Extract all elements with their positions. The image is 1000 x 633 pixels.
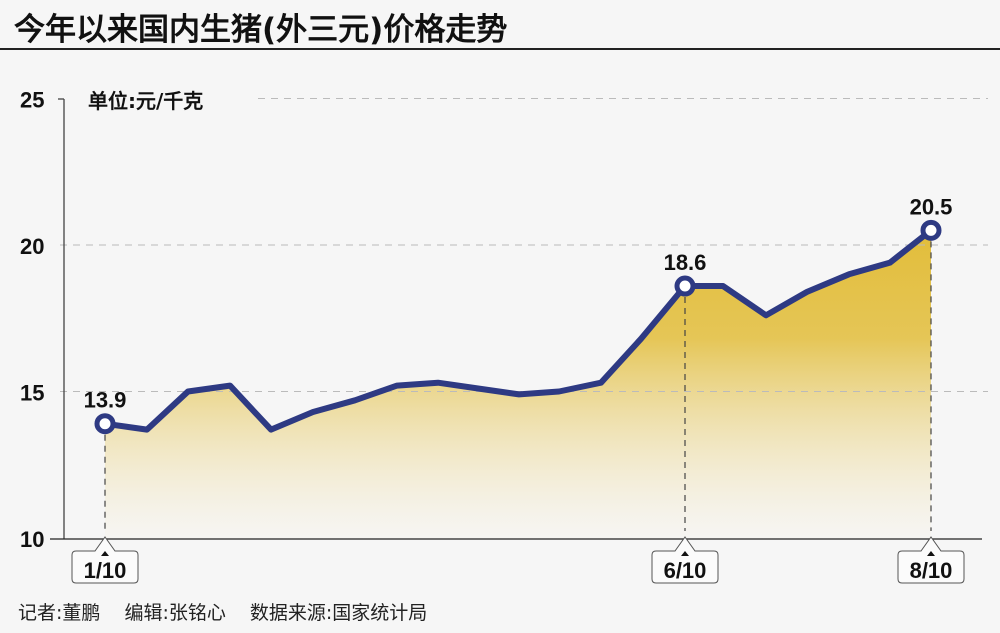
data-value-label: 18.6 (664, 250, 707, 275)
data-value-label: 20.5 (910, 194, 953, 219)
data-point-marker (94, 413, 116, 435)
unit-label: 单位:元/千克 (88, 89, 203, 113)
footer-credits: 记者:董鹏 编辑:张铭心 数据来源:国家统计局 (18, 598, 445, 625)
y-tick-label: 15 (20, 381, 44, 406)
chart-title: 今年以来国内生猪(外三元)价格走势 (14, 12, 508, 48)
date-tag (71, 536, 139, 584)
data-point-marker (674, 275, 696, 297)
date-tag (651, 536, 719, 584)
x-date-label: 8/10 (910, 558, 953, 583)
area-fill (105, 230, 931, 540)
y-tick-label: 10 (20, 527, 44, 552)
caret-up-icon (681, 551, 689, 556)
caret-up-icon (927, 551, 935, 556)
caret-up-icon (101, 551, 109, 556)
y-tick-label: 25 (20, 88, 44, 113)
data-value-label: 13.9 (84, 388, 127, 413)
x-date-label: 6/10 (664, 558, 707, 583)
title-divider (0, 48, 1000, 50)
editor-credit: 编辑:张铭心 (124, 602, 226, 624)
date-tag (897, 536, 965, 584)
price-line (102, 227, 934, 433)
data-point-marker (920, 219, 942, 241)
y-tick-label: 20 (20, 234, 44, 259)
source-credit: 数据来源:国家统计局 (249, 602, 428, 624)
x-date-label: 1/10 (84, 558, 127, 583)
reporter-credit: 记者:董鹏 (18, 602, 101, 624)
